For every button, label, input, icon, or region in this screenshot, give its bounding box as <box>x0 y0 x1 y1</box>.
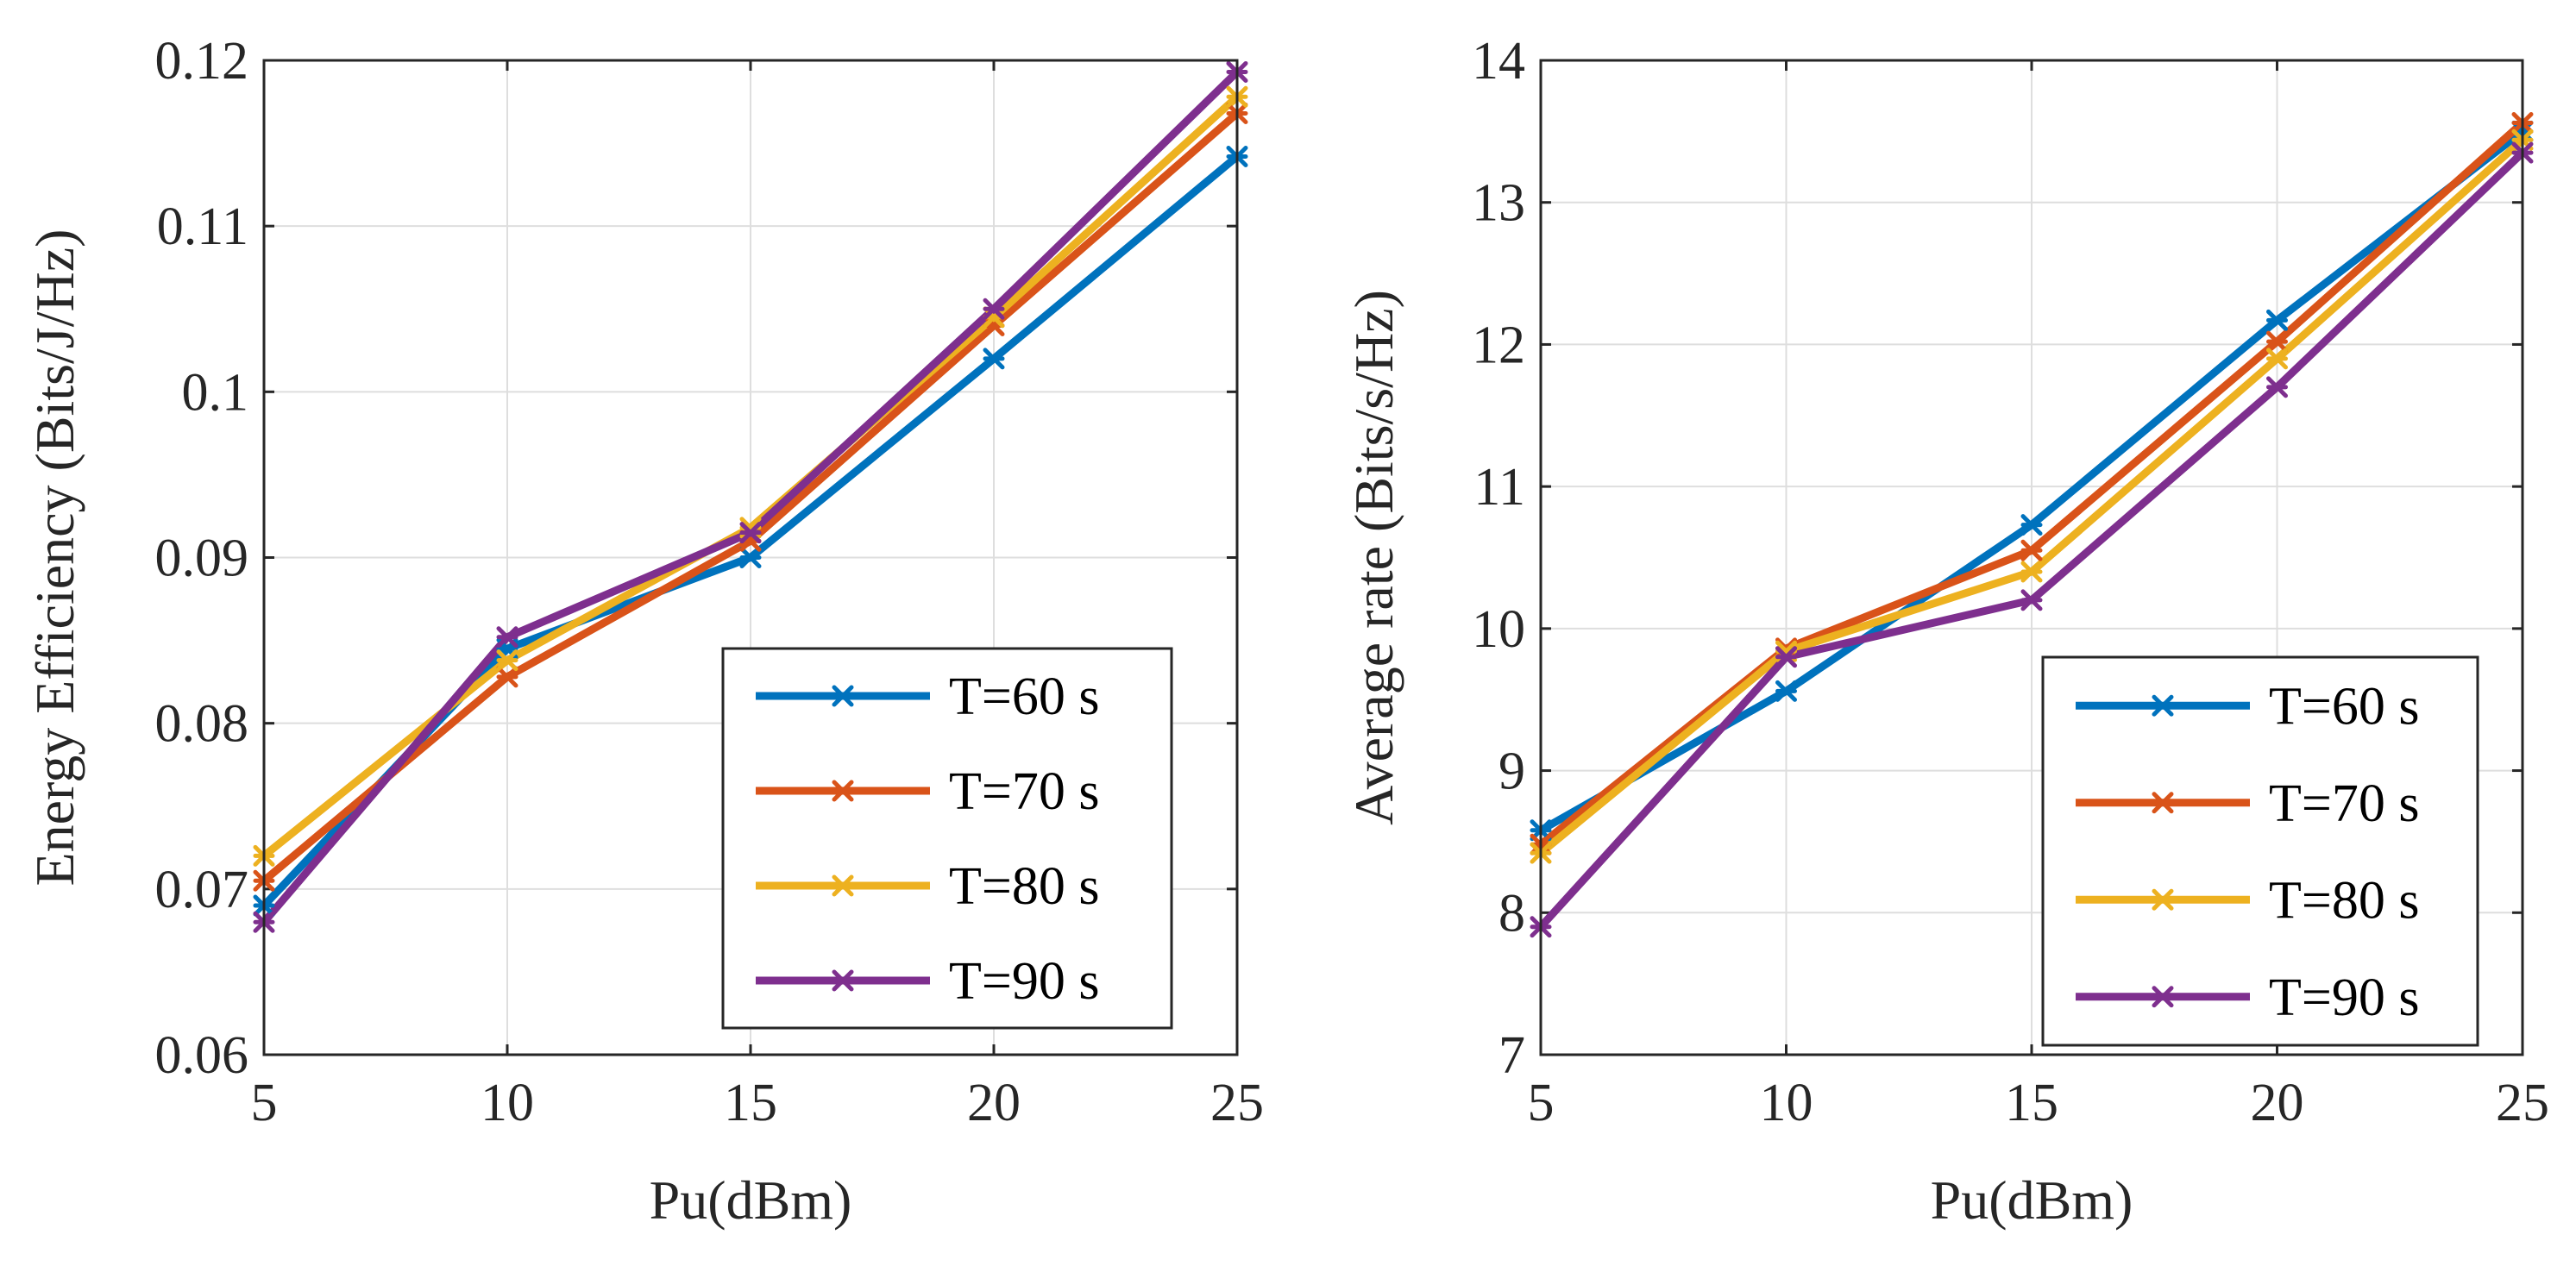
data-point-marker <box>1775 646 1797 668</box>
plot-frame <box>1539 59 2524 1056</box>
x-tick-label: 25 <box>1210 1074 1264 1132</box>
data-point-marker <box>2020 539 2043 561</box>
y-tick-label: 13 <box>1472 174 1525 233</box>
y-tick-label: 8 <box>1498 884 1525 943</box>
x-tick-label: 15 <box>724 1074 777 1132</box>
y-tick-label: 0.09 <box>155 530 249 588</box>
y-tick-label: 14 <box>1472 32 1525 91</box>
legend-item: T=60 s <box>2076 677 2419 736</box>
y-tick-label: 0.1 <box>182 363 249 422</box>
legend-label: T=80 s <box>949 857 1099 916</box>
legend-item: T=90 s <box>2076 968 2419 1027</box>
legend-box <box>2041 655 2479 1047</box>
y-tick-label: 0.08 <box>155 695 249 754</box>
x-tick-label: 20 <box>967 1074 1021 1132</box>
y-tick-label: 11 <box>1473 458 1525 517</box>
data-point-marker <box>983 298 1005 320</box>
legend-label: T=70 s <box>949 762 1099 821</box>
legend-label: T=80 s <box>2269 871 2419 930</box>
y-tick-label: 10 <box>1472 600 1525 659</box>
y-tick-label: 0.07 <box>155 861 249 919</box>
legend-swatch-marker <box>832 780 854 802</box>
legend-label: T=60 s <box>949 667 1099 726</box>
data-point-marker <box>739 522 762 544</box>
x-tick-label: 5 <box>1528 1074 1555 1132</box>
data-point-marker <box>2020 514 2043 536</box>
x-tick-label: 25 <box>2496 1074 2549 1132</box>
legend-swatch-marker <box>2152 694 2174 717</box>
y-tick-label: 12 <box>1472 316 1525 374</box>
legend-item: T=70 s <box>756 762 1099 821</box>
legend: T=60 s T=70 s T=80 s T=90 s <box>2041 655 2479 1047</box>
data-point-marker <box>739 547 762 568</box>
x-tick-label: 10 <box>1760 1074 1813 1132</box>
x-tick-label: 20 <box>2251 1074 2304 1132</box>
legend-label: T=60 s <box>2269 677 2419 736</box>
legend-item: T=90 s <box>756 952 1099 1011</box>
x-axis-label: Pu(dBm) <box>1931 1169 2133 1231</box>
legend-label: T=90 s <box>949 952 1099 1011</box>
legend-item: T=60 s <box>756 667 1099 726</box>
x-tick-label: 10 <box>481 1074 534 1132</box>
legend-item: T=70 s <box>2076 774 2419 833</box>
legend-swatch-marker <box>832 874 854 897</box>
data-point-marker <box>2266 330 2288 353</box>
legend-label: T=70 s <box>2269 774 2419 833</box>
average-rate-chart: 5 10 15 20 25 7 8 9 10 11 12 13 14 Pu(dBm) Average rat… <box>1343 32 2549 1231</box>
y-tick-label: 0.06 <box>155 1026 249 1085</box>
x-tick-label: 15 <box>2005 1074 2058 1132</box>
data-point-marker <box>983 348 1005 370</box>
data-point-marker <box>496 666 518 688</box>
x-axis-label: Pu(dBm) <box>650 1169 852 1231</box>
data-point-marker <box>496 626 518 649</box>
data-point-marker <box>2266 309 2288 331</box>
legend-item: T=80 s <box>2076 871 2419 930</box>
data-point-marker <box>2020 589 2043 611</box>
legend-item: T=80 s <box>756 857 1099 916</box>
data-point-marker <box>1775 680 1797 702</box>
y-tick-label: 0.11 <box>157 197 248 256</box>
legend-box <box>721 647 1173 1030</box>
y-axis-label: Energy Efficiency (Bits/J/Hz) <box>24 229 85 887</box>
energy-efficiency-chart: 5 10 15 20 25 0.06 0.07 0.08 0.09 0.1 0.11 0.12 Pu(d… <box>24 32 1264 1231</box>
legend-swatch-marker <box>832 969 854 992</box>
data-point-marker <box>496 649 518 672</box>
legend: T=60 s T=70 s T=80 s T=90 s <box>721 647 1173 1030</box>
data-point-marker <box>2020 561 2043 583</box>
legend-swatch-marker <box>2152 888 2174 911</box>
legend-label: T=90 s <box>2269 968 2419 1027</box>
legend-swatch-marker <box>2152 986 2174 1008</box>
y-tick-label: 0.12 <box>155 32 249 91</box>
plot-frame <box>262 59 1239 1056</box>
legend-swatch-marker <box>2152 792 2174 814</box>
data-point-marker <box>2266 376 2288 398</box>
y-axis-label: Average rate (Bits/s/Hz) <box>1343 290 1404 825</box>
legend-swatch-marker <box>832 685 854 707</box>
y-tick-label: 7 <box>1498 1026 1525 1085</box>
x-tick-label: 5 <box>251 1074 278 1132</box>
y-tick-label: 9 <box>1498 743 1525 801</box>
data-point-marker <box>2266 348 2288 370</box>
